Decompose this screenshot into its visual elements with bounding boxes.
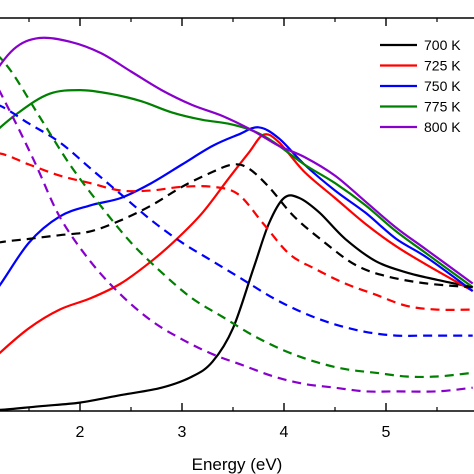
series-line-800-k — [0, 36, 474, 285]
x-tick-label: 5 — [382, 424, 391, 441]
x-tick-label: 4 — [280, 424, 289, 441]
chart-curves — [0, 36, 474, 411]
series-line-dashed-2 — [0, 152, 473, 311]
series-line-dashed-5 — [0, 89, 473, 393]
x-tick-label: 2 — [76, 424, 85, 441]
legend-label: 775 K — [424, 99, 461, 115]
series-line-dashed-1 — [0, 163, 473, 289]
series-line-700-k — [0, 194, 473, 411]
legend-label: 700 K — [424, 37, 461, 53]
series-line-750-k — [0, 126, 474, 292]
x-axis-label: Energy (eV) — [192, 455, 283, 474]
x-tick-label: 3 — [178, 424, 187, 441]
chart-legend: 700 K 725 K 750 K 775 K 800 K — [380, 37, 461, 135]
chart-axes: 2 3 4 5 — [0, 17, 474, 441]
legend-label: 725 K — [424, 58, 461, 74]
series-line-775-k — [0, 89, 474, 289]
series-line-725-k — [0, 133, 474, 355]
series-line-dashed-4 — [0, 56, 473, 379]
legend-label: 750 K — [424, 78, 461, 94]
series-line-dashed-3 — [0, 104, 473, 337]
legend-label: 800 K — [424, 119, 461, 135]
